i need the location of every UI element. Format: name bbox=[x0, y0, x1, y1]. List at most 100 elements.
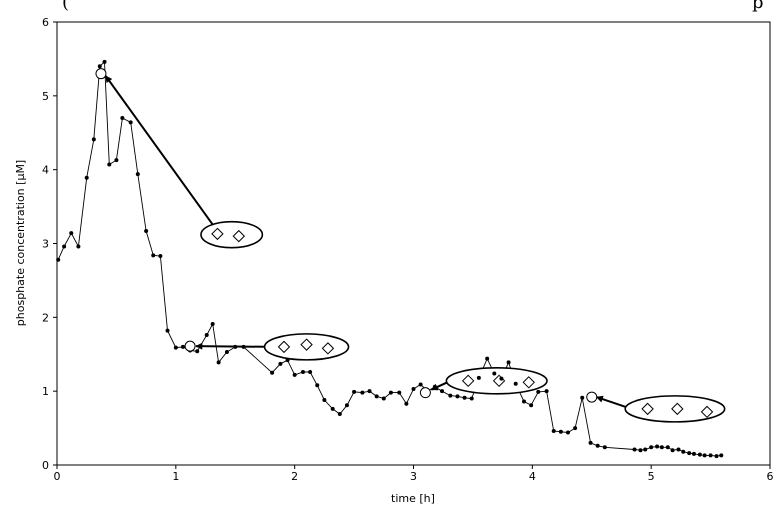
data-point bbox=[91, 137, 96, 142]
data-point bbox=[476, 375, 481, 380]
data-point bbox=[659, 445, 664, 450]
data-point bbox=[292, 372, 297, 377]
annotation-arrow bbox=[595, 395, 627, 408]
data-point bbox=[97, 64, 102, 69]
diamond-marker bbox=[461, 374, 475, 388]
x-tick-label: 2 bbox=[291, 470, 298, 483]
data-point bbox=[300, 369, 305, 374]
data-point bbox=[330, 406, 335, 411]
data-point bbox=[388, 390, 393, 395]
annotation-ellipse bbox=[200, 220, 264, 249]
data-point bbox=[536, 389, 541, 394]
data-point bbox=[719, 453, 724, 458]
data-point bbox=[462, 395, 467, 400]
y-tick-label: 4 bbox=[42, 164, 49, 177]
diamond-marker bbox=[321, 342, 335, 355]
data-point bbox=[114, 158, 119, 163]
data-point bbox=[702, 453, 707, 458]
data-point bbox=[224, 350, 229, 355]
header-fragment: ( bbox=[62, 0, 69, 13]
data-point bbox=[69, 231, 74, 236]
data-point bbox=[367, 389, 372, 394]
diamond-marker bbox=[211, 227, 224, 241]
data-point bbox=[352, 389, 357, 394]
diamond-marker bbox=[232, 229, 246, 243]
data-point bbox=[180, 344, 185, 349]
data-point bbox=[655, 444, 660, 449]
highlight-points bbox=[95, 68, 598, 403]
data-point bbox=[544, 389, 549, 394]
data-point bbox=[270, 370, 275, 375]
series-line bbox=[57, 60, 722, 457]
open-circle-point bbox=[586, 391, 598, 403]
diamond-marker bbox=[671, 402, 684, 416]
data-point bbox=[241, 344, 246, 349]
data-point bbox=[344, 403, 349, 408]
diamond-marker bbox=[522, 376, 535, 389]
data-point bbox=[76, 244, 81, 249]
data-point bbox=[322, 398, 327, 403]
data-point bbox=[285, 358, 290, 363]
data-point bbox=[151, 253, 156, 258]
open-circle-point bbox=[419, 387, 431, 399]
data-point bbox=[691, 451, 696, 456]
y-tick-label: 0 bbox=[42, 459, 49, 472]
data-point bbox=[455, 394, 460, 399]
data-point bbox=[128, 120, 133, 125]
y-axis-label: phosphate concentration [µM] bbox=[14, 160, 27, 326]
data-point bbox=[84, 175, 89, 180]
y-tick-label: 1 bbox=[42, 385, 49, 398]
data-point bbox=[513, 381, 518, 386]
data-point bbox=[278, 361, 283, 366]
data-point bbox=[432, 384, 437, 389]
data-point bbox=[697, 452, 702, 457]
annotation-arrow bbox=[430, 381, 448, 391]
data-point bbox=[469, 396, 474, 401]
data-point bbox=[580, 395, 585, 400]
data-point bbox=[649, 445, 654, 450]
x-axis-label: time [h] bbox=[391, 492, 435, 505]
data-point bbox=[210, 321, 215, 326]
data-point bbox=[595, 443, 600, 448]
x-tick-label: 1 bbox=[172, 470, 179, 483]
data-point bbox=[158, 254, 163, 259]
data-point bbox=[492, 371, 497, 376]
data-point bbox=[506, 360, 511, 365]
data-point bbox=[632, 447, 637, 452]
x-tick-label: 6 bbox=[767, 470, 774, 483]
data-point bbox=[411, 386, 416, 391]
header-fragment-right: p bbox=[752, 0, 764, 13]
data-points bbox=[56, 59, 724, 459]
x-tick-label: 0 bbox=[54, 470, 61, 483]
data-point bbox=[102, 59, 107, 64]
open-circle-point bbox=[95, 68, 107, 80]
data-point bbox=[681, 449, 686, 454]
annotation-arrow bbox=[104, 75, 214, 226]
y-tick-label: 6 bbox=[42, 16, 49, 29]
data-point bbox=[643, 447, 648, 452]
data-point bbox=[56, 257, 61, 262]
y-tick-label: 5 bbox=[42, 90, 49, 103]
data-point bbox=[315, 383, 320, 388]
data-point bbox=[173, 345, 178, 350]
data-point bbox=[107, 162, 112, 167]
data-point bbox=[397, 390, 402, 395]
data-point bbox=[418, 382, 423, 387]
data-point bbox=[588, 440, 593, 445]
data-point bbox=[337, 412, 342, 417]
y-tick-label: 2 bbox=[42, 311, 49, 324]
series-polyline bbox=[57, 60, 722, 457]
data-point bbox=[381, 396, 386, 401]
data-point bbox=[522, 399, 527, 404]
diamond-marker bbox=[700, 405, 714, 419]
data-point bbox=[165, 328, 170, 333]
data-point bbox=[602, 445, 607, 450]
data-point bbox=[144, 228, 149, 233]
annotation-arrow bbox=[195, 342, 265, 350]
data-point bbox=[374, 394, 379, 399]
data-point bbox=[551, 429, 556, 434]
diamond-marker bbox=[277, 340, 291, 354]
data-point bbox=[216, 360, 221, 365]
data-point bbox=[120, 115, 125, 120]
